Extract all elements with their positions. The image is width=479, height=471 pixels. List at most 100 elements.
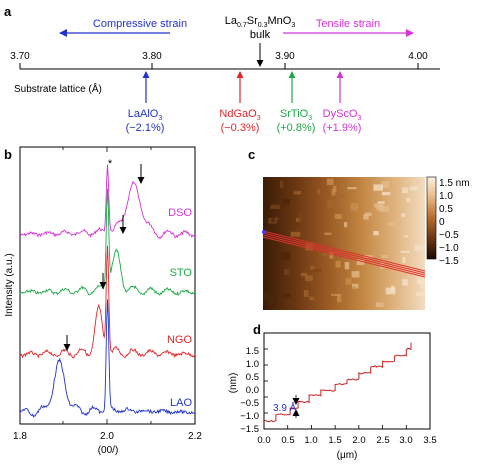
afm-island — [300, 272, 308, 277]
tensile-strain-label: Tensile strain — [316, 18, 380, 30]
afm-island — [391, 285, 395, 292]
afm-island — [375, 302, 384, 307]
afm-island — [283, 269, 290, 275]
lattice-axis-label: Substrate lattice (Å) — [14, 82, 102, 95]
profile-xlabel: (μm) — [337, 450, 358, 461]
afm-island — [334, 213, 342, 219]
afm-island — [404, 235, 409, 238]
xrd-xtick-label: 2.0 — [100, 431, 114, 442]
afm-island — [401, 213, 406, 217]
afm-island — [400, 250, 410, 253]
afm-island — [280, 252, 291, 260]
afm-island — [376, 205, 384, 211]
afm-island — [317, 189, 321, 195]
afm-island — [373, 184, 383, 191]
afm-island — [326, 178, 334, 186]
colorbar-tick: −1.5 — [439, 256, 459, 267]
xrd-xtick-label: 1.8 — [13, 431, 27, 442]
afm-island — [351, 203, 358, 211]
laalo3-label: LaAlO3 — [128, 108, 163, 122]
afm-island — [373, 231, 379, 236]
afm-island — [268, 296, 278, 304]
afm-island — [271, 217, 275, 222]
afm-island — [381, 181, 390, 189]
afm-island — [365, 212, 372, 217]
xrd-ylabel: Intensity (a.u.) — [4, 253, 15, 316]
sto-xrd-curve — [19, 188, 196, 296]
profile-xtick-label: 3.0 — [399, 435, 412, 446]
compressive-strain-label: Compressive strain — [93, 18, 187, 30]
panel-a: a Compressive strain Tensile strain La0.… — [4, 4, 440, 134]
afm-island — [337, 294, 342, 303]
lao-label: LAO — [170, 397, 192, 409]
afm-island — [321, 253, 331, 256]
afm-island — [335, 260, 341, 268]
afm-island — [344, 222, 348, 228]
panel-c: c 1.5 nm 1.0 0.5 0 −0.5 −1.0 −1.5 — [248, 147, 470, 310]
afm-colorbar — [426, 176, 437, 260]
afm-island — [377, 201, 385, 204]
panel-d: d 3.9 Å 1.5 1.0 0.5 0.0 −0.5 −1.0 −1.5 0… — [228, 322, 437, 461]
afm-island — [329, 252, 334, 259]
afm-island — [402, 256, 406, 263]
panel-d-letter: d — [253, 322, 261, 337]
lattice-tick-label: 4.00 — [408, 51, 428, 62]
afm-island — [274, 246, 278, 250]
profile-ytick-label: −1.0 — [240, 411, 259, 422]
afm-island — [327, 200, 334, 209]
dysco3-strain: (+1.9%) — [323, 122, 362, 134]
afm-island — [381, 255, 388, 258]
profile-ytick-label: −1.5 — [240, 424, 259, 435]
srtio3-label: SrTiO3 — [280, 108, 312, 122]
afm-island — [379, 205, 390, 212]
afm-island — [299, 212, 303, 218]
dysco3-label: DyScO3 — [323, 108, 362, 122]
xrd-xtick-label: 2.2 — [188, 431, 202, 442]
afm-island — [263, 292, 272, 300]
colorbar-tick: 0.5 — [439, 204, 453, 215]
afm-island — [414, 245, 425, 251]
afm-island — [305, 275, 313, 282]
afm-island — [406, 197, 411, 203]
xrd-plot-frame — [19, 146, 196, 425]
lattice-tick-label: 3.80 — [142, 51, 162, 62]
srtio3-strain: (+0.8%) — [277, 122, 316, 134]
xrd-xlabel: (00/) — [98, 445, 119, 456]
ngo-label: NGO — [167, 334, 193, 346]
bulk-formula: La0.7Sr0.3MnO3 — [225, 15, 296, 29]
afm-island — [270, 217, 279, 221]
panel-b-letter: b — [4, 147, 12, 162]
afm-island — [352, 286, 356, 289]
afm-island — [347, 187, 357, 190]
substrate-peak-star: * — [108, 158, 113, 170]
afm-island — [417, 277, 425, 284]
dso-label: DSO — [168, 207, 192, 219]
colorbar-tick: −0.5 — [439, 230, 459, 241]
afm-island — [419, 281, 425, 288]
afm-island — [402, 279, 409, 286]
xrd-curves — [19, 164, 196, 418]
dso-xrd-curve — [19, 164, 196, 239]
afm-island — [356, 259, 365, 266]
afm-island — [333, 228, 340, 235]
afm-island — [409, 186, 418, 191]
afm-island — [363, 255, 373, 258]
lattice-ticks — [19, 63, 419, 69]
afm-island — [270, 204, 280, 210]
profile-ytick-label: −0.5 — [240, 398, 259, 409]
colorbar-tick: 0 — [439, 217, 445, 228]
afm-island — [282, 199, 290, 205]
xrd-tick-marks — [19, 147, 196, 424]
sto-label: STO — [170, 267, 193, 279]
afm-island — [344, 262, 350, 270]
profile-xtick-label: 1.0 — [304, 435, 317, 446]
afm-island — [380, 261, 385, 269]
profile-ylabel: (nm) — [228, 373, 239, 394]
afm-island — [402, 187, 408, 193]
afm-island — [374, 203, 384, 208]
afm-island — [324, 232, 332, 236]
afm-island — [387, 222, 395, 226]
afm-island — [385, 287, 396, 295]
afm-island — [309, 296, 315, 301]
